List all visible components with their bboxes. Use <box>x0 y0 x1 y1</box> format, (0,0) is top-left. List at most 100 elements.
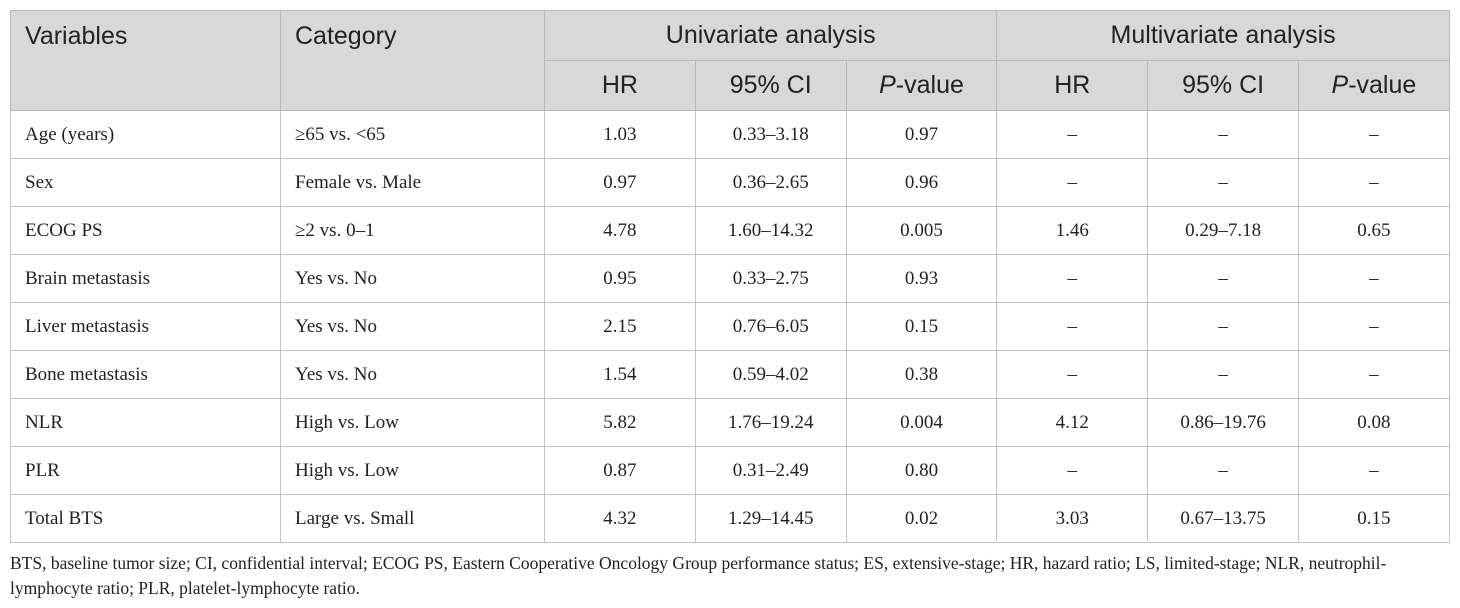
cell-category: ≥65 vs. <65 <box>280 110 545 159</box>
results-table: Variables Category Univariate analysis M… <box>10 10 1450 543</box>
table-row: ECOG PS ≥2 vs. 0–1 4.78 1.60–14.32 0.005 1.46… <box>10 206 1450 255</box>
cell-multivariate-ci: – <box>1147 158 1299 207</box>
cell-univariate-hr: 5.82 <box>544 398 696 447</box>
cell-univariate-ci: 0.76–6.05 <box>694 302 847 351</box>
cell-variable: Bone metastasis <box>10 350 281 399</box>
cell-univariate-ci: 1.76–19.24 <box>694 398 847 447</box>
cell-univariate-p: 0.93 <box>845 254 998 303</box>
cell-univariate-ci: 0.59–4.02 <box>694 350 847 399</box>
cell-variable: Age (years) <box>10 110 281 159</box>
header-variables: Variables <box>10 10 281 111</box>
cell-univariate-hr: 0.97 <box>544 158 696 207</box>
cell-univariate-ci: 1.29–14.45 <box>694 494 847 543</box>
cell-univariate-hr: 1.03 <box>544 110 696 159</box>
cell-category: Female vs. Male <box>280 158 545 207</box>
p-suffix: -value <box>895 71 964 99</box>
document: Variables Category Univariate analysis M… <box>10 10 1450 601</box>
cell-univariate-p: 0.96 <box>845 158 998 207</box>
table-row: Total BTS Large vs. Small 4.32 1.29–14.45 0.… <box>10 494 1450 543</box>
cell-univariate-hr: 4.32 <box>544 494 696 543</box>
cell-category: Yes vs. No <box>280 302 545 351</box>
header-multivariate-ci: 95% CI <box>1147 60 1299 111</box>
cell-variable: Brain metastasis <box>10 254 281 303</box>
cell-univariate-p: 0.97 <box>845 110 998 159</box>
cell-multivariate-p: 0.15 <box>1297 494 1450 543</box>
cell-category: High vs. Low <box>280 446 545 495</box>
cell-univariate-hr: 1.54 <box>544 350 696 399</box>
header-category: Category <box>280 10 545 111</box>
cell-multivariate-p: 0.08 <box>1297 398 1450 447</box>
cell-multivariate-ci: – <box>1147 302 1299 351</box>
cell-univariate-p: 0.004 <box>845 398 998 447</box>
cell-multivariate-p: – <box>1297 110 1450 159</box>
cell-category: ≥2 vs. 0–1 <box>280 206 545 255</box>
cell-multivariate-p: – <box>1297 350 1450 399</box>
cell-variable: Liver metastasis <box>10 302 281 351</box>
cell-multivariate-hr: 4.12 <box>996 398 1149 447</box>
cell-univariate-hr: 2.15 <box>544 302 696 351</box>
cell-multivariate-p: – <box>1297 446 1450 495</box>
cell-multivariate-p: – <box>1297 302 1450 351</box>
cell-multivariate-ci: – <box>1147 446 1299 495</box>
cell-multivariate-ci: – <box>1147 110 1299 159</box>
p-letter: P <box>1331 71 1349 99</box>
table-footnote: BTS, baseline tumor size; CI, confidenti… <box>10 553 1387 598</box>
cell-univariate-hr: 0.87 <box>544 446 696 495</box>
header-univariate-ci: 95% CI <box>694 60 847 111</box>
cell-multivariate-hr: – <box>996 254 1149 303</box>
cell-multivariate-hr: – <box>996 302 1149 351</box>
table-row: PLR High vs. Low 0.87 0.31–2.49 0.80– – – <box>10 446 1450 495</box>
table-row: NLR High vs. Low 5.82 1.76–19.24 0.004 4.12 0.… <box>10 398 1450 447</box>
header-row-sub: HR 95% CI P-value HR 95% CI P-value <box>11 60 1450 111</box>
cell-multivariate-ci: 0.29–7.18 <box>1147 206 1299 255</box>
cell-multivariate-hr: – <box>996 446 1149 495</box>
table-row: Liver metastasis Yes vs. No 2.15 0.76–6.05 0… <box>10 302 1450 351</box>
table-row: Age (years) ≥65 vs. <65 1.03 0.33–3.18 0.97–… <box>10 110 1450 159</box>
cell-variable: ECOG PS <box>10 206 281 255</box>
header-multivariate-p: P-value <box>1297 60 1450 111</box>
cell-multivariate-ci: 0.86–19.76 <box>1147 398 1299 447</box>
cell-variable: PLR <box>10 446 281 495</box>
cell-category: Large vs. Small <box>280 494 545 543</box>
cell-variable: NLR <box>10 398 281 447</box>
cell-multivariate-ci: 0.67–13.75 <box>1147 494 1299 543</box>
table-row: Bone metastasis Yes vs. No 1.54 0.59–4.02 0.… <box>10 350 1450 399</box>
cell-category: Yes vs. No <box>280 350 545 399</box>
cell-univariate-hr: 4.78 <box>544 206 696 255</box>
table-header: Variables Category Univariate analysis M… <box>10 10 1450 111</box>
cell-univariate-ci: 0.31–2.49 <box>694 446 847 495</box>
header-multivariate: Multivariate analysis <box>996 10 1450 61</box>
p-letter: P <box>879 71 896 99</box>
cell-multivariate-p: 0.65 <box>1297 206 1450 255</box>
header-univariate-p: P-value <box>845 60 998 111</box>
p-suffix: -value <box>1348 71 1417 99</box>
cell-multivariate-hr: 3.03 <box>996 494 1149 543</box>
cell-multivariate-p: – <box>1297 158 1450 207</box>
header-univariate: Univariate analysis <box>543 10 998 61</box>
cell-univariate-p: 0.02 <box>845 494 998 543</box>
cell-multivariate-hr: – <box>996 158 1149 207</box>
cell-multivariate-hr: – <box>996 110 1149 159</box>
cell-univariate-ci: 1.60–14.32 <box>694 206 847 255</box>
cell-multivariate-hr: – <box>996 350 1149 399</box>
cell-multivariate-ci: – <box>1147 350 1299 399</box>
table-body: Age (years) ≥65 vs. <65 1.03 0.33–3.18 0.97–… <box>10 110 1450 543</box>
cell-univariate-ci: 0.33–2.75 <box>694 254 847 303</box>
cell-multivariate-p: – <box>1297 254 1450 303</box>
cell-univariate-ci: 0.33–3.18 <box>694 110 847 159</box>
cell-multivariate-ci: – <box>1147 254 1299 303</box>
table-row: Brain metastasis Yes vs. No 0.95 0.33–2.75 0… <box>10 254 1450 303</box>
header-row-top: Variables Category Univariate analysis M… <box>10 10 1450 111</box>
cell-univariate-ci: 0.36–2.65 <box>694 158 847 207</box>
cell-multivariate-hr: 1.46 <box>996 206 1149 255</box>
cell-univariate-p: 0.80 <box>845 446 998 495</box>
cell-univariate-p: 0.38 <box>845 350 998 399</box>
cell-univariate-p: 0.005 <box>845 206 998 255</box>
header-multivariate-hr: HR <box>996 60 1149 111</box>
cell-univariate-p: 0.15 <box>845 302 998 351</box>
cell-variable: Total BTS <box>10 494 281 543</box>
header-univariate-hr: HR <box>544 60 696 111</box>
cell-variable: Sex <box>10 158 281 207</box>
cell-category: Yes vs. No <box>280 254 545 303</box>
cell-category: High vs. Low <box>280 398 545 447</box>
